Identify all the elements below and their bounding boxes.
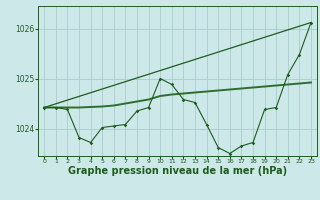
X-axis label: Graphe pression niveau de la mer (hPa): Graphe pression niveau de la mer (hPa) xyxy=(68,166,287,176)
